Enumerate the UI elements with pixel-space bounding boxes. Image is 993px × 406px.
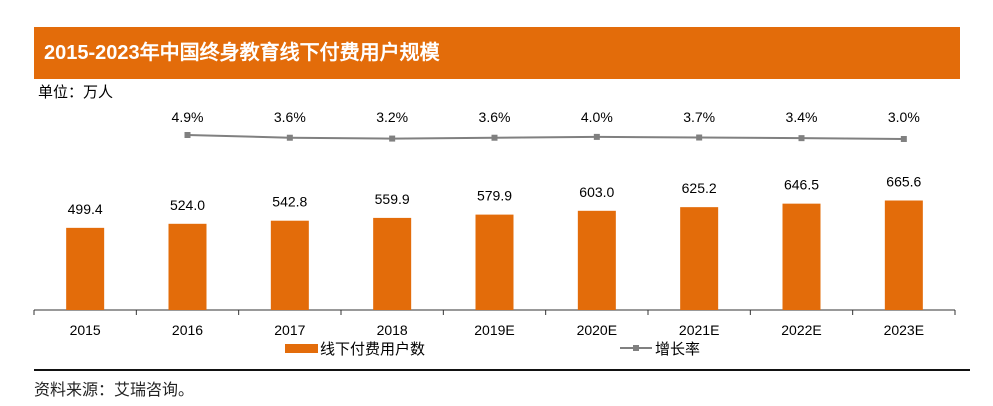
x-tick-label: 2019E (474, 322, 514, 338)
bar (373, 217, 412, 310)
x-tick-label: 2023E (884, 322, 924, 338)
growth-point (696, 134, 703, 141)
bar-data-label: 579.9 (477, 188, 512, 204)
bar (475, 214, 514, 310)
legend-bar-label: 线下付费用户数 (320, 341, 426, 358)
growth-data-label: 3.6% (479, 109, 511, 125)
bar (884, 200, 923, 310)
footer-divider (34, 369, 970, 371)
x-tick-label: 2020E (577, 322, 617, 338)
growth-data-label: 3.4% (786, 109, 818, 125)
growth-data-label: 3.6% (274, 109, 306, 125)
x-tick-label: 2018 (377, 322, 408, 338)
growth-point (491, 134, 498, 141)
growth-line (187, 134, 904, 140)
unit-label: 单位：万人 (38, 84, 114, 101)
growth-data-label: 3.0% (888, 109, 920, 125)
bar-data-label: 524.0 (170, 197, 205, 213)
x-tick-label: 2022E (781, 322, 821, 338)
x-tick-label: 2017 (274, 322, 305, 338)
bar-data-label: 646.5 (784, 177, 819, 193)
growth-point (184, 132, 191, 138)
bar (168, 223, 207, 310)
growth-point (286, 134, 293, 141)
growth-data-label: 3.2% (376, 109, 408, 125)
growth-point (900, 135, 907, 142)
growth-point (389, 135, 396, 142)
bar-data-label: 665.6 (886, 174, 921, 190)
growth-data-label: 4.9% (172, 109, 204, 125)
source-note: 资料来源：艾瑞咨询。 (34, 382, 195, 399)
x-tick-label: 2016 (172, 322, 203, 338)
growth-point (593, 133, 600, 140)
legend-line-label: 增长率 (655, 341, 701, 358)
growth-data-label: 4.0% (581, 109, 613, 125)
growth-data-label: 3.7% (683, 109, 715, 125)
legend-bar-swatch (285, 344, 318, 353)
x-tick-label: 2015 (70, 322, 101, 338)
bar-data-label: 542.8 (272, 194, 307, 210)
bar-data-label: 499.4 (68, 201, 103, 217)
bar (577, 210, 616, 310)
bar-data-label: 559.9 (375, 191, 410, 207)
chart-title: 2015-2023年中国终身教育线下付费用户规模 (34, 27, 960, 79)
legend-line-marker (633, 345, 639, 351)
bar (680, 207, 719, 310)
bar (66, 227, 105, 310)
bar (270, 220, 309, 310)
growth-point (798, 135, 805, 142)
bar-data-label: 603.0 (579, 184, 614, 200)
bar-data-label: 625.2 (682, 180, 717, 196)
bar (782, 203, 821, 310)
x-tick-label: 2021E (679, 322, 719, 338)
